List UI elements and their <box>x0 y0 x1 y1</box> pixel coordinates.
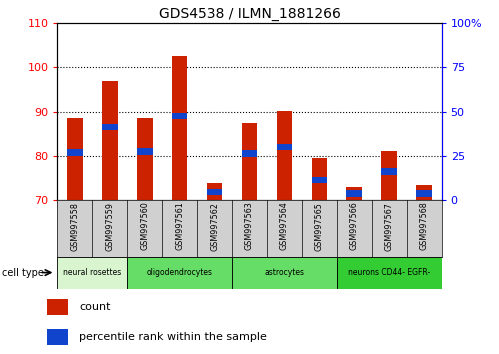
Bar <box>67 149 83 155</box>
Bar <box>311 177 327 183</box>
Text: GSM997563: GSM997563 <box>245 202 254 251</box>
Bar <box>381 168 397 175</box>
Bar <box>311 158 327 200</box>
Text: astrocytes: astrocytes <box>264 268 304 277</box>
Bar <box>242 122 257 200</box>
Text: neural rosettes: neural rosettes <box>63 268 121 277</box>
Text: GSM997568: GSM997568 <box>420 202 429 251</box>
Bar <box>381 152 397 200</box>
Bar <box>416 184 432 200</box>
Bar <box>172 113 188 119</box>
Bar <box>416 190 432 197</box>
Bar <box>346 190 362 197</box>
Bar <box>207 189 223 195</box>
Bar <box>232 257 337 289</box>
Bar <box>127 257 232 289</box>
Text: GSM997565: GSM997565 <box>315 202 324 251</box>
Text: neurons CD44- EGFR-: neurons CD44- EGFR- <box>348 268 430 277</box>
Bar <box>207 183 223 200</box>
Text: GSM997562: GSM997562 <box>210 202 219 251</box>
Bar <box>102 80 118 200</box>
Bar <box>57 257 127 289</box>
Bar <box>67 118 83 200</box>
Text: GSM997566: GSM997566 <box>350 202 359 251</box>
Text: GSM997567: GSM997567 <box>385 202 394 251</box>
Title: GDS4538 / ILMN_1881266: GDS4538 / ILMN_1881266 <box>159 7 340 21</box>
Bar <box>47 329 68 345</box>
Text: GSM997558: GSM997558 <box>70 202 79 251</box>
Bar <box>276 144 292 150</box>
Text: percentile rank within the sample: percentile rank within the sample <box>79 332 267 342</box>
Text: GSM997559: GSM997559 <box>105 202 114 251</box>
Text: GSM997564: GSM997564 <box>280 202 289 251</box>
Bar <box>137 148 153 155</box>
Bar <box>346 187 362 200</box>
Bar <box>337 257 442 289</box>
Bar <box>242 150 257 157</box>
Text: cell type: cell type <box>2 268 44 278</box>
Text: GSM997561: GSM997561 <box>175 202 184 251</box>
Bar <box>47 299 68 315</box>
Bar <box>137 118 153 200</box>
Bar <box>276 110 292 200</box>
Text: GSM997560: GSM997560 <box>140 202 149 251</box>
Bar <box>172 56 188 200</box>
Bar <box>102 124 118 130</box>
Text: oligodendrocytes: oligodendrocytes <box>147 268 213 277</box>
Text: count: count <box>79 302 111 312</box>
